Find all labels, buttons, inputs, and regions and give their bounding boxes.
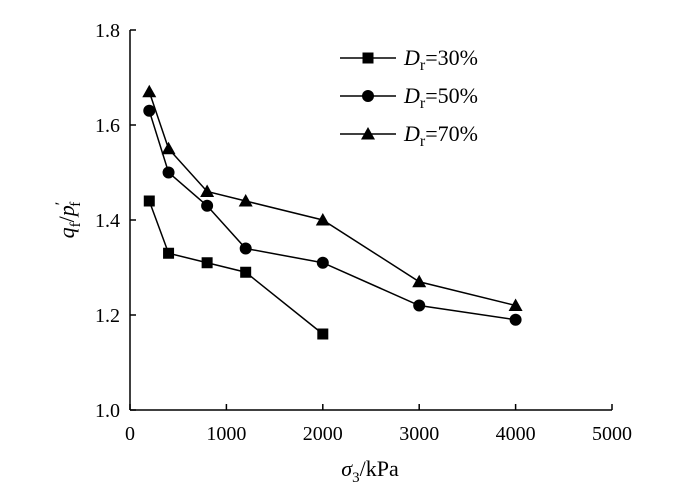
axes (129, 30, 612, 411)
series-square (143, 195, 329, 340)
x-axis-label-symbol: σ (341, 456, 353, 481)
y-tick-label: 1.0 (95, 400, 120, 422)
x-tick-label: 3000 (399, 423, 439, 445)
y-axis-label-num-sub: f (68, 222, 84, 227)
data-point (161, 141, 176, 155)
y-tick-label: 1.2 (95, 305, 120, 327)
legend-label: Dr=30% (403, 45, 478, 74)
y-axis-label-den-prime: ′ (53, 202, 70, 206)
data-point (317, 328, 329, 340)
y-axis-label-num: q (54, 227, 79, 238)
x-axis-label-sub: 3 (352, 470, 360, 486)
x-tick-label: 2000 (303, 423, 343, 445)
series-triangle (142, 84, 523, 311)
data-point (239, 242, 252, 255)
data-point (142, 84, 157, 98)
series-line (148, 200, 324, 335)
legend-marker (361, 127, 375, 140)
x-axis-label-unit: /kPa (360, 456, 399, 481)
legend: Dr=30% Dr=50% Dr=70% (340, 45, 478, 150)
data-point (316, 256, 329, 269)
y-tick-label: 1.6 (95, 115, 120, 137)
legend-label: Dr=70% (403, 121, 478, 150)
data-point (200, 184, 215, 197)
legend-entry: Dr=50% (340, 83, 478, 112)
series-circle (143, 104, 522, 326)
data-point (143, 195, 155, 207)
x-tick-label: 1000 (206, 423, 246, 445)
y-axis-label-den: p (54, 205, 79, 218)
y-tick-label: 1.8 (95, 20, 120, 42)
data-point (240, 266, 252, 278)
series-layer (142, 84, 523, 340)
x-tick-label: 0 (125, 423, 135, 445)
x-axis-label: σ3/kPa (341, 456, 399, 486)
data-point (508, 298, 523, 311)
data-point (412, 274, 427, 288)
ticks: 0 1000 2000 3000 4000 5000 1.0 1.2 1.4 1.6 1.8 (95, 20, 632, 445)
data-point (315, 213, 330, 226)
data-point (163, 247, 175, 259)
legend-marker (362, 90, 374, 102)
x-tick-label: 5000 (592, 423, 632, 445)
legend-entry: Dr=70% (340, 121, 478, 150)
y-axis-label-den-sub: f (68, 202, 84, 207)
data-point (509, 313, 522, 326)
legend-entry: Dr=30% (340, 45, 478, 74)
legend-marker (362, 52, 374, 64)
y-axis-label: qf/p′f (53, 202, 84, 239)
data-point (238, 194, 253, 207)
data-point (162, 166, 175, 179)
legend-label: Dr=50% (403, 83, 478, 112)
data-point (413, 299, 426, 312)
data-point (201, 257, 213, 269)
data-point (143, 104, 156, 117)
y-tick-label: 1.4 (95, 210, 120, 232)
x-tick-label: 4000 (496, 423, 536, 445)
data-point (201, 199, 214, 212)
